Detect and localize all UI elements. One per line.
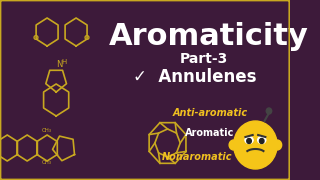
Text: CH₃: CH₃: [42, 160, 52, 165]
Text: O: O: [33, 35, 39, 41]
Circle shape: [247, 138, 251, 143]
Text: H: H: [62, 59, 67, 65]
Text: Part-3: Part-3: [180, 52, 228, 66]
Text: N: N: [56, 60, 62, 69]
Circle shape: [229, 140, 238, 150]
Circle shape: [273, 140, 282, 150]
Circle shape: [234, 121, 277, 169]
Text: Nonaromatic: Nonaromatic: [162, 152, 233, 162]
Text: Anti-aromatic: Anti-aromatic: [172, 108, 248, 118]
Circle shape: [266, 108, 272, 114]
Text: Aromatic: Aromatic: [185, 128, 235, 138]
Text: Aromaticity: Aromaticity: [108, 22, 308, 51]
Ellipse shape: [258, 136, 266, 143]
Text: ✓  Annulenes: ✓ Annulenes: [133, 68, 256, 86]
Text: O: O: [84, 35, 90, 41]
Circle shape: [260, 138, 264, 143]
Text: CH₃: CH₃: [42, 128, 52, 133]
Ellipse shape: [245, 136, 253, 143]
